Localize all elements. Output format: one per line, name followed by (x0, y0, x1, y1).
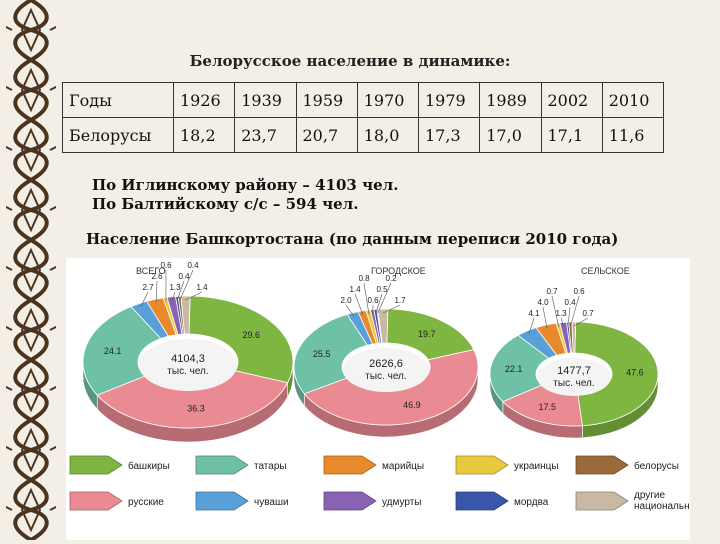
legend-swatch-russkie (70, 492, 122, 510)
table-cell: 1939 (235, 83, 296, 118)
slice-label: 0.7 (582, 309, 594, 318)
legend-label: белорусы (634, 460, 679, 472)
table-cell: 17,1 (541, 118, 602, 153)
slice-label: 2.6 (151, 272, 163, 281)
population-table: Годы 1926 1939 1959 1970 1979 1989 2002 … (62, 82, 664, 153)
legend-swatch-belorusy (576, 456, 628, 474)
note-line: По Иглинскому району – 4103 чел. (92, 176, 398, 195)
slice-label: 1.3 (169, 283, 181, 292)
center-value: 4104,3 (171, 353, 205, 365)
slice-label: 1.4 (349, 285, 361, 294)
slice-label: 0.8 (358, 274, 370, 283)
slice-label: 17.5 (538, 402, 556, 412)
table-row-header: Белорусы (63, 118, 174, 153)
slide-title: Белорусское население в динамике: (170, 52, 530, 70)
slice-label: 1.7 (394, 296, 406, 305)
census-title: Население Башкортостана (по данным переп… (86, 230, 618, 248)
legend-swatch-bashkiry (70, 456, 122, 474)
legend-swatch-udmurty (324, 492, 376, 510)
slice-label: 0.7 (546, 287, 558, 296)
table-cell: 18,2 (174, 118, 235, 153)
table-row-header: Годы (63, 83, 174, 118)
legend-label: мордва (514, 497, 549, 508)
table-cell: 1970 (357, 83, 418, 118)
slice-label: 1.4 (196, 283, 208, 292)
slice-label: 0.4 (187, 261, 199, 270)
center-value: 1477,7 (557, 365, 591, 377)
legend-label: другие (634, 490, 666, 501)
slice-label: 0.6 (367, 296, 379, 305)
note-line: По Балтийскому с/с – 594 чел. (92, 195, 398, 214)
legend-label: украинцы (514, 461, 559, 472)
legend-label: русские (128, 497, 164, 508)
slice-label: 0.6 (573, 287, 585, 296)
center-value: 2626,6 (369, 358, 403, 370)
table-cell: 1979 (419, 83, 480, 118)
slice-label: 4.0 (537, 298, 549, 307)
slice-label: 0.4 (178, 272, 190, 281)
slice-label: 0.6 (160, 261, 172, 270)
legend-label: чуваши (254, 497, 289, 508)
slice-label: 22.1 (505, 364, 523, 374)
legend-swatch-mordva (456, 492, 508, 510)
table-cell: 20,7 (296, 118, 357, 153)
donut-hole (537, 358, 611, 396)
slice-label: 47.6 (626, 368, 644, 378)
slice-label: 4.1 (528, 309, 540, 318)
donut-hole (343, 348, 429, 392)
slice-label: 0.2 (385, 274, 397, 283)
table-row: Белорусы 18,2 23,7 20,7 18,0 17,3 17,0 1… (63, 118, 664, 153)
table-cell: 17,0 (480, 118, 541, 153)
table-cell: 18,0 (357, 118, 418, 153)
legend-label: башкиры (128, 460, 170, 472)
legend-swatch-tatary (196, 456, 248, 474)
district-notes: По Иглинскому району – 4103 чел. По Балт… (92, 176, 398, 214)
slice-label: 36.3 (187, 404, 205, 414)
donut-hole (139, 339, 237, 391)
slice-label: 2.0 (340, 296, 352, 305)
table-cell: 2002 (541, 83, 602, 118)
slice-label: 0.5 (376, 285, 388, 294)
center-unit: тыс. чел. (167, 366, 208, 377)
chart-title: ГОРОДСКОЕ (371, 266, 426, 276)
legend-swatch-ukraintsy (456, 456, 508, 474)
legend-swatch-mariytsy (324, 456, 376, 474)
table-cell: 1989 (480, 83, 541, 118)
legend-label: марийцы (382, 461, 424, 472)
legend-label: удмурты (382, 497, 422, 508)
slice-label: 24.1 (104, 346, 122, 356)
table-cell: 1959 (296, 83, 357, 118)
legend-label: татары (254, 461, 287, 472)
table-cell: 1926 (174, 83, 235, 118)
slice-label: 2.7 (142, 283, 154, 292)
chart-legend: башкиры татары марийцы украинцы белорусы русс… (70, 456, 690, 512)
slice-label: 19.7 (418, 329, 436, 339)
legend-swatch-chuvashi (196, 492, 248, 510)
decorative-ornament (0, 0, 62, 540)
center-unit: тыс. чел. (365, 371, 406, 382)
table-cell: 23,7 (235, 118, 296, 153)
donut-slice-other (572, 322, 576, 353)
legend-swatch-other (576, 492, 628, 510)
slice-label: 25.5 (313, 349, 331, 359)
table-cell: 11,6 (602, 118, 663, 153)
center-unit: тыс. чел. (553, 378, 594, 389)
slice-label: 0.4 (564, 298, 576, 307)
legend-label: национальности (634, 501, 690, 512)
table-row: Годы 1926 1939 1959 1970 1979 1989 2002 … (63, 83, 664, 118)
slice-label: 29.6 (243, 330, 261, 340)
chart-title: СЕЛЬСКОЕ (581, 266, 630, 276)
slice-label: 1.3 (555, 309, 567, 318)
table-cell: 17,3 (419, 118, 480, 153)
table-cell: 2010 (602, 83, 663, 118)
slice-label: 46.9 (403, 400, 421, 410)
